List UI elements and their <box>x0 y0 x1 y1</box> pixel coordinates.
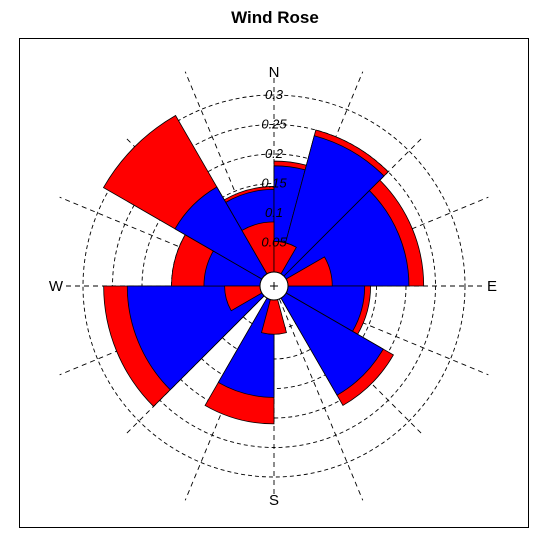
ring-label: 0.2 <box>265 146 284 161</box>
ring-label: 0.25 <box>261 117 287 132</box>
plot-frame <box>19 38 529 528</box>
direction-label: N <box>269 64 280 81</box>
ring-gridline <box>82 94 466 478</box>
ring-label: 0.1 <box>265 205 283 220</box>
direction-label: S <box>269 492 279 509</box>
direction-label: W <box>49 278 64 295</box>
direction-gridline <box>278 298 364 501</box>
ring-label: 0.05 <box>261 235 287 250</box>
direction-gridline <box>283 137 423 277</box>
direction-label: E <box>487 278 497 295</box>
center-hub <box>259 271 289 301</box>
ring-labels: 0.05 0.1 0.15 0.2 0.25 0.3 <box>261 87 287 250</box>
chart-title: Wind Rose <box>231 8 319 27</box>
wedge-layer <box>102 114 425 425</box>
direction-labels: N E S W <box>49 64 497 509</box>
ring-label: 0.15 <box>261 176 287 191</box>
ring-label: 0.3 <box>265 87 284 102</box>
direction-gridline <box>125 295 265 435</box>
direction-gridline <box>283 295 423 435</box>
